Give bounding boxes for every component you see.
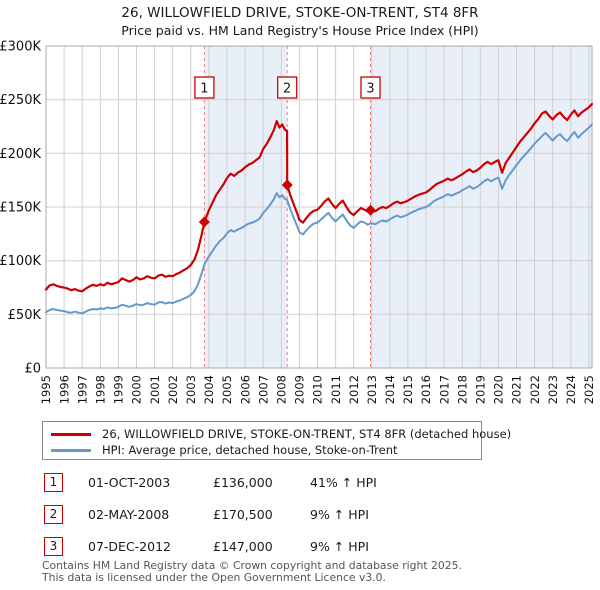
x-tick-label: 2002 <box>166 375 180 404</box>
x-tick-label: 2010 <box>311 375 325 404</box>
x-tick-label: 2009 <box>293 375 307 404</box>
x-tick-label: 2023 <box>546 375 560 404</box>
legend-swatch-hpi <box>51 448 91 452</box>
legend-item-property: 26, WILLOWFIELD DRIVE, STOKE-ON-TRENT, S… <box>51 426 511 442</box>
y-tick-label: £100K <box>0 254 41 269</box>
y-tick-label: £150K <box>0 201 41 216</box>
transaction-number-badge: 2 <box>44 505 63 524</box>
x-tick-label: 2005 <box>220 375 234 404</box>
x-tick-label: 2007 <box>256 375 270 404</box>
transaction-number-badge: 3 <box>44 537 63 556</box>
sale-marker-flag-number: 2 <box>283 82 291 97</box>
x-tick-label: 2025 <box>582 375 596 404</box>
table-row: 1 01-OCT-2003 £136,000 41% ↑ HPI <box>0 473 600 493</box>
sale-marker-diamond <box>198 216 210 228</box>
x-tick-label: 1996 <box>57 375 71 404</box>
plot-border <box>45 45 593 369</box>
x-tick-label: 2022 <box>528 375 542 404</box>
chart-legend: 26, WILLOWFIELD DRIVE, STOKE-ON-TRENT, S… <box>42 421 511 460</box>
x-tick-label: 2020 <box>492 375 506 404</box>
x-tick-label: 2003 <box>184 375 198 404</box>
x-tick-label: 2016 <box>419 375 433 404</box>
transaction-price: £170,500 <box>213 507 273 522</box>
x-tick-label: 2019 <box>474 375 488 404</box>
page-subtitle: Price paid vs. HM Land Registry's House … <box>121 23 479 38</box>
legend-swatch-property <box>51 432 91 436</box>
x-tick-label: 1998 <box>94 375 108 404</box>
transaction-price: £147,000 <box>213 539 273 554</box>
table-row: 3 07-DEC-2012 £147,000 9% ↑ HPI <box>0 537 600 557</box>
series-line-property <box>44 102 594 293</box>
transaction-hpi-delta: 9% ↑ HPI <box>310 507 369 522</box>
x-tick-label: 2024 <box>564 375 578 404</box>
y-tick-label: £250K <box>0 93 41 108</box>
x-tick-label: 2021 <box>510 375 524 404</box>
transaction-date: 02-MAY-2008 <box>88 507 170 522</box>
footer-line-1: Contains HM Land Registry data © Crown c… <box>42 559 462 572</box>
x-tick-label: 1999 <box>112 375 126 404</box>
x-tick-label: 1997 <box>75 375 89 404</box>
transaction-hpi-delta: 41% ↑ HPI <box>310 475 377 490</box>
x-tick-label: 2017 <box>437 375 451 404</box>
license-footer: Contains HM Land Registry data © Crown c… <box>42 560 462 584</box>
legend-label-property: 26, WILLOWFIELD DRIVE, STOKE-ON-TRENT, S… <box>102 427 512 441</box>
sale-marker-flag-number: 3 <box>366 82 374 97</box>
x-tick-label: 2014 <box>383 375 397 404</box>
price-chart: £0 £50K £100K £150K £200K £250K £300K 1995 1996 1… <box>0 40 596 405</box>
sale-marker-diamond <box>281 179 293 191</box>
page-title: 26, WILLOWFIELD DRIVE, STOKE-ON-TRENT, S… <box>121 5 479 21</box>
x-tick-label: 2012 <box>347 375 361 404</box>
y-tick-label: £50K <box>8 308 42 323</box>
sale-marker-flag <box>277 76 298 99</box>
table-row: 2 02-MAY-2008 £170,500 9% ↑ HPI <box>0 505 600 525</box>
y-tick-label: £0 <box>24 362 41 377</box>
x-tick-label: 2006 <box>238 375 252 404</box>
transaction-hpi-delta: 9% ↑ HPI <box>310 539 369 554</box>
sale-marker-flag <box>194 76 215 99</box>
transaction-date: 07-DEC-2012 <box>88 539 171 554</box>
sale-marker-flag <box>360 76 381 99</box>
transaction-date: 01-OCT-2003 <box>88 475 171 490</box>
y-tick-label: £300K <box>0 40 41 55</box>
x-tick-label: 2011 <box>329 375 343 404</box>
x-tick-label: 2013 <box>365 375 379 404</box>
x-tick-label: 2000 <box>130 375 144 404</box>
x-tick-label: 2001 <box>148 375 162 404</box>
sale-marker-flag-number: 1 <box>200 82 208 97</box>
transaction-price: £136,000 <box>213 475 273 490</box>
legend-item-hpi: HPI: Average price, detached house, Stok… <box>51 442 398 458</box>
x-tick-label: 2008 <box>275 375 289 404</box>
x-tick-label: 2015 <box>401 375 415 404</box>
x-tick-label: 1995 <box>39 375 53 404</box>
legend-label-hpi: HPI: Average price, detached house, Stok… <box>102 443 398 457</box>
series-line-hpi <box>45 123 593 315</box>
x-tick-label: 2018 <box>455 375 469 404</box>
sale-marker-diamond <box>364 204 376 216</box>
transaction-number-badge: 1 <box>44 473 63 492</box>
y-tick-label: £200K <box>0 147 41 162</box>
footer-line-2: This data is licensed under the Open Gov… <box>42 570 386 584</box>
x-tick-label: 2004 <box>202 375 216 404</box>
